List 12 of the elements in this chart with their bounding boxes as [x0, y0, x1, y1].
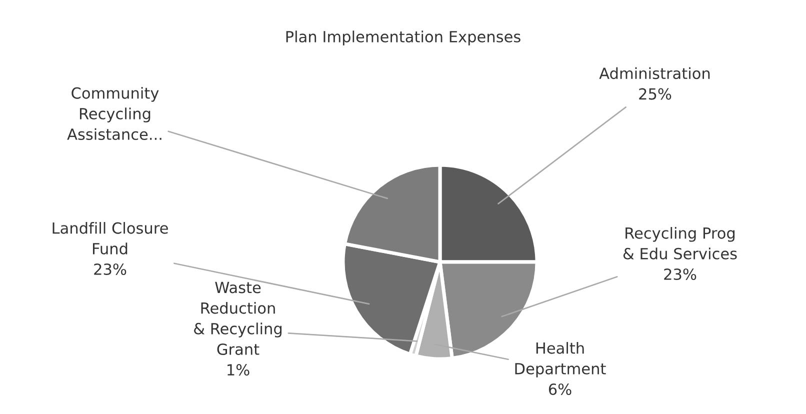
data-label: 23%	[94, 263, 126, 276]
slice-label: Health Department	[515, 342, 606, 378]
data-label: 6%	[548, 383, 572, 396]
slice-label: Landfill Closure Fund	[52, 222, 168, 254]
chart-title: Plan Implementation Expenses	[286, 30, 520, 46]
data-label: 1%	[228, 364, 250, 376]
slice-label: Community Recycling Assistance...	[67, 87, 162, 140]
slice-label: Waste Reduction & Recycling Grant	[194, 282, 282, 356]
data-label: 23%	[664, 268, 696, 280]
data-label: 25%	[639, 88, 672, 100]
slice-label: Administration	[599, 67, 710, 80]
slice-label: Recycling Prog & Edu Services	[623, 227, 737, 260]
